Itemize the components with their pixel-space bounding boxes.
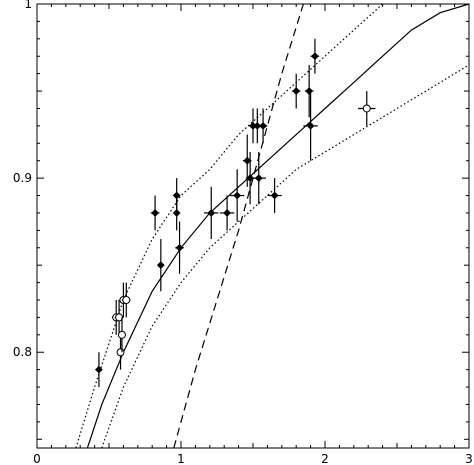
diamond-marker — [156, 261, 165, 270]
diamond-marker — [246, 174, 255, 183]
dashed-curve — [173, 3, 304, 449]
data-point — [358, 91, 376, 126]
data-point — [229, 169, 245, 222]
circle-marker — [362, 104, 371, 113]
y-tick-label: 0.9 — [13, 171, 32, 185]
data-point — [156, 239, 165, 292]
diamond-marker — [270, 191, 279, 200]
diamond-marker — [95, 365, 103, 374]
circle-marker — [115, 313, 124, 322]
diamond-marker — [311, 52, 319, 61]
diamond-marker — [292, 87, 301, 95]
circle-marker — [116, 348, 125, 357]
diamond-marker — [223, 209, 231, 217]
diamond-marker — [207, 209, 216, 217]
diamond-marker — [254, 174, 263, 183]
data-point — [219, 195, 235, 231]
data-point — [117, 317, 126, 353]
diamond-marker — [243, 156, 252, 165]
plot-frame — [36, 3, 470, 449]
diamond-marker — [305, 87, 314, 95]
solid-curve — [86, 3, 470, 449]
plot-border — [36, 3, 470, 449]
circle-marker — [117, 330, 126, 339]
data-point — [304, 64, 314, 118]
data-point — [310, 38, 320, 74]
diamond-marker — [233, 191, 242, 200]
data-point — [291, 73, 301, 109]
x-tick-label: 0 — [33, 452, 41, 465]
y-tick-label: 0.8 — [13, 345, 32, 359]
model-curves — [75, 3, 470, 449]
data-point — [150, 195, 160, 231]
diamond-marker — [306, 121, 315, 130]
diamond-marker — [175, 243, 184, 252]
diamond-marker — [151, 209, 159, 217]
circle-marker — [122, 296, 131, 304]
data-point — [258, 108, 268, 144]
data-point — [204, 186, 219, 240]
data-point — [267, 178, 282, 213]
dotted-curve — [75, 3, 384, 449]
diamond-marker — [253, 121, 262, 130]
data-points — [95, 38, 376, 388]
axis-ticks: 0 1 2 3 0.8 0.9 1 — [13, 0, 473, 465]
data-point — [253, 108, 262, 144]
x-tick-label: 1 — [177, 452, 185, 465]
y-tick-label: 1 — [24, 0, 32, 11]
diamond-marker — [259, 121, 267, 130]
data-point — [175, 221, 184, 274]
data-point — [95, 352, 103, 388]
data-point — [172, 195, 181, 231]
dotted-curve — [101, 64, 470, 449]
diamond-marker — [172, 209, 181, 217]
data-point — [251, 152, 266, 205]
x-tick-label: 2 — [321, 452, 329, 465]
data-point — [121, 282, 131, 318]
x-tick-label: 3 — [465, 452, 473, 465]
data-point — [303, 91, 318, 161]
